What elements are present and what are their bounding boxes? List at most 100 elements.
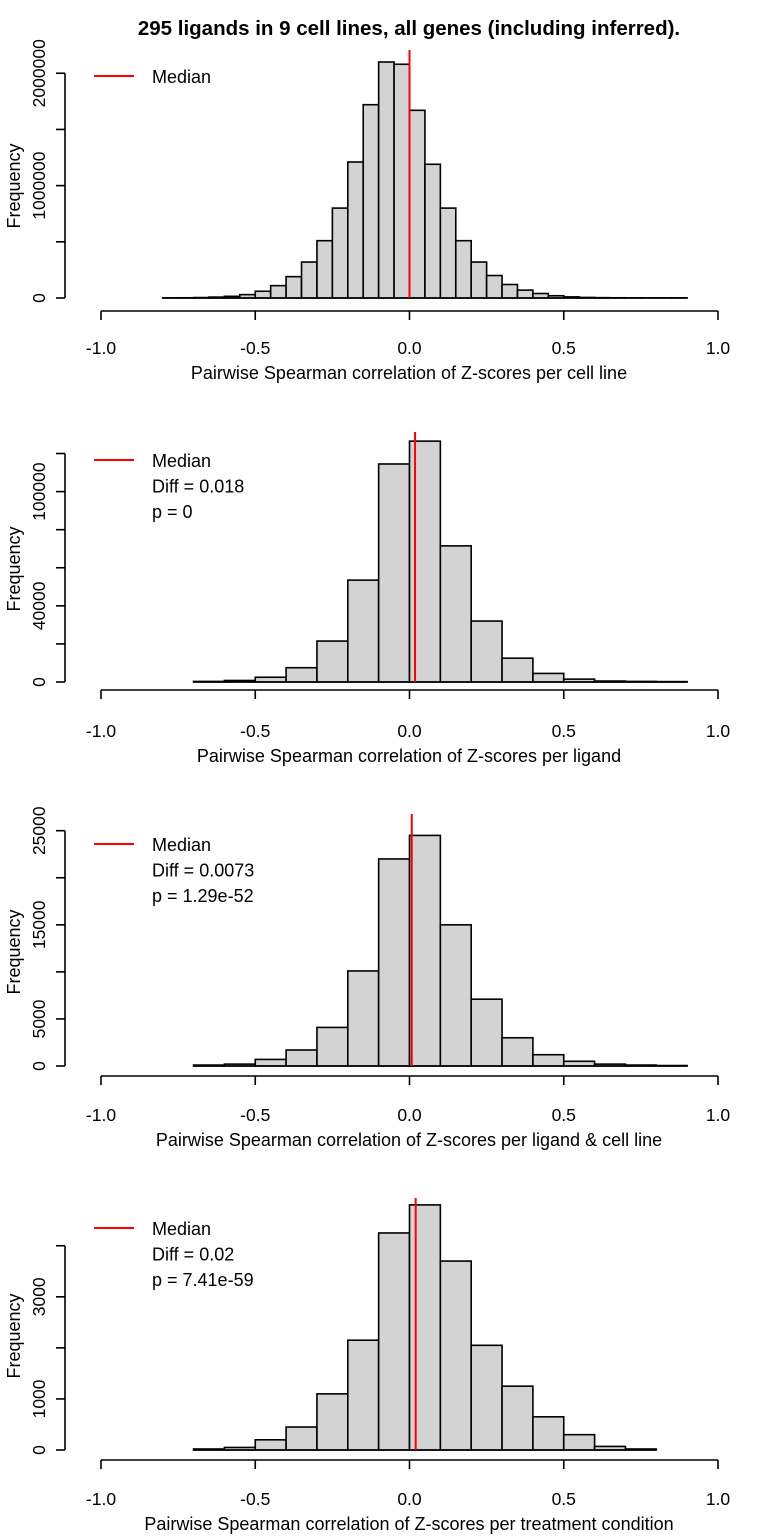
histogram-bar: [254, 1438, 287, 1451]
histogram-bar: [439, 207, 457, 299]
histogram-bar: [285, 1426, 318, 1451]
histogram-bar: [485, 274, 503, 299]
histogram-bar: [269, 284, 287, 299]
histogram-bar: [408, 1204, 442, 1451]
x-tick-label: -0.5: [240, 1105, 270, 1125]
histogram-bar: [346, 579, 380, 683]
y-tick-label: 3000: [29, 1277, 49, 1316]
histogram-panel-3: -1.0 -0.5 0.0 0.5 1.0 Pairwise Spearman corre…: [4, 806, 730, 1150]
legend: Median Diff = 0.02 p = 7.41e-59: [94, 1219, 254, 1290]
histogram-bar: [346, 161, 365, 299]
y-axis-label: Frequency: [4, 1293, 24, 1378]
histogram-bar: [393, 63, 411, 299]
legend-stat: Diff = 0.018: [152, 477, 244, 497]
y-tick-label: 1000: [29, 1379, 49, 1418]
histogram-bar: [439, 545, 473, 683]
histogram-bar: [316, 640, 349, 683]
histogram-bar: [346, 1339, 380, 1451]
histogram-bar: [377, 1232, 411, 1451]
histogram-bar: [300, 261, 318, 299]
histogram-panel-2: -1.0 -0.5 0.0 0.5 1.0 Pairwise Spearman corre…: [4, 432, 730, 766]
histogram-bar: [316, 1393, 349, 1451]
y-tick-label: 15000: [29, 900, 49, 949]
legend-stat: p = 7.41e-59: [152, 1270, 254, 1290]
y-tick-label: 100000: [29, 462, 49, 521]
legend-label: Median: [152, 67, 211, 87]
x-axis-label: Pairwise Spearman correlation of Z-score…: [191, 363, 627, 383]
x-tick-label: 0.5: [552, 338, 576, 358]
histogram-bar: [362, 103, 380, 299]
legend-stat: Diff = 0.0073: [152, 861, 254, 881]
x-tick-label: -1.0: [86, 338, 116, 358]
histogram-bar: [470, 620, 503, 683]
histogram-bar: [501, 1036, 534, 1067]
panels: -1.0 -0.5 0.0 0.5 1.0 Pairwise Spearman corre…: [4, 39, 730, 1534]
histogram-bar: [532, 1416, 565, 1451]
x-tick-label: -1.0: [86, 1105, 116, 1125]
histogram-bar: [377, 858, 411, 1067]
x-axis-label: Pairwise Spearman correlation of Z-score…: [197, 746, 621, 766]
histogram-bar: [346, 970, 380, 1067]
histogram-bar: [377, 463, 411, 683]
x-tick-label: 1.0: [706, 338, 731, 358]
y-tick-label: 25000: [29, 806, 49, 855]
x-tick-label: 0.5: [552, 721, 576, 741]
histogram-bar: [501, 283, 519, 299]
histogram-bar: [285, 666, 318, 683]
legend-stat: Diff = 0.02: [152, 1245, 234, 1265]
x-tick-label: 0.0: [397, 1489, 422, 1509]
legend-stat: p = 1.29e-52: [152, 886, 254, 906]
legend-label: Median: [152, 1219, 211, 1239]
x-tick-label: 0.0: [397, 721, 422, 741]
histogram-bar: [470, 1344, 503, 1451]
histogram-bar: [532, 672, 565, 683]
y-tick-label: 1000000: [29, 151, 49, 219]
legend: Median Diff = 0.0073 p = 1.29e-52: [94, 835, 254, 906]
histogram-bar: [254, 290, 272, 299]
histogram-bar: [316, 1026, 349, 1067]
histogram-bar: [516, 289, 534, 299]
x-tick-label: -1.0: [86, 1489, 116, 1509]
histogram-bar: [377, 61, 395, 299]
histogram-bar: [254, 1058, 287, 1067]
y-axis-label: Frequency: [4, 909, 24, 994]
y-axis-label: Frequency: [4, 143, 24, 228]
y-tick-label: 0: [29, 1445, 49, 1455]
histogram-bar: [439, 924, 473, 1067]
x-tick-label: -1.0: [86, 721, 116, 741]
y-tick-label: 0: [29, 677, 49, 687]
y-tick-label: 0: [29, 293, 49, 303]
y-tick-label: 0: [29, 1061, 49, 1071]
x-axis-label: Pairwise Spearman correlation of Z-score…: [156, 1130, 662, 1150]
x-tick-label: 0.5: [552, 1489, 576, 1509]
histogram-bar: [532, 1053, 565, 1067]
histogram-bar: [454, 239, 472, 299]
y-tick-label: 5000: [29, 999, 49, 1038]
histogram-bar: [501, 657, 534, 683]
histogram-bar: [501, 1385, 534, 1451]
histogram-bar: [285, 275, 303, 299]
histogram-panel-1: -1.0 -0.5 0.0 0.5 1.0 Pairwise Spearman corre…: [4, 39, 730, 383]
histogram-bar: [470, 261, 488, 299]
histogram-bar: [424, 163, 442, 299]
x-tick-label: 1.0: [706, 1105, 731, 1125]
histogram-bar: [408, 109, 426, 299]
x-tick-label: 0.0: [397, 338, 422, 358]
y-tick-label: 2000000: [29, 39, 49, 107]
histogram-bar: [285, 1049, 318, 1067]
y-axis-label: Frequency: [4, 526, 24, 611]
histogram-bar: [470, 998, 503, 1067]
legend: Median Diff = 0.018 p = 0: [94, 451, 244, 522]
figure-title: 295 ligands in 9 cell lines, all genes (…: [138, 17, 680, 40]
histogram-panel-4: -1.0 -0.5 0.0 0.5 1.0 Pairwise Spearman corre…: [4, 1198, 730, 1534]
x-tick-label: 1.0: [706, 1489, 731, 1509]
histogram-bar: [562, 1433, 596, 1451]
legend-stat: p = 0: [152, 502, 193, 522]
legend-label: Median: [152, 835, 211, 855]
histogram-bar: [331, 207, 349, 299]
x-tick-label: 0.0: [397, 1105, 422, 1125]
histogram-bar: [316, 239, 334, 299]
histogram-bar: [408, 834, 442, 1067]
legend: Median: [94, 67, 211, 87]
